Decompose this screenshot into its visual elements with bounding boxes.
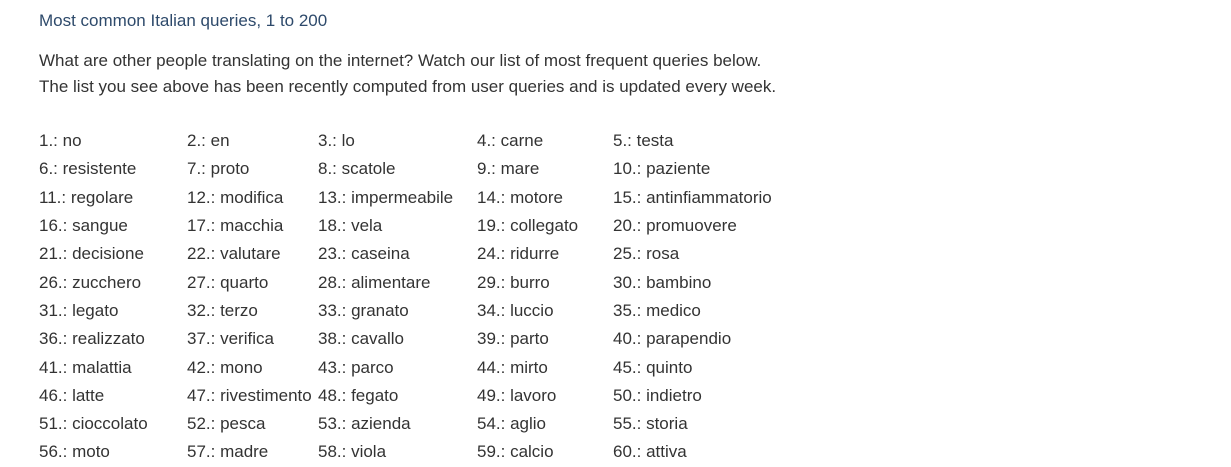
query-cell: 2.: en bbox=[187, 131, 230, 151]
page-heading: Most common Italian queries, 1 to 200 bbox=[39, 11, 328, 30]
query-cell: 33.: granato bbox=[318, 300, 409, 320]
query-cell: 44.: mirto bbox=[477, 357, 548, 377]
query-cell: 58.: viola bbox=[318, 442, 387, 462]
intro-line-2: The list you see above has been recently… bbox=[39, 77, 777, 96]
query-cell: 30.: bambino bbox=[613, 272, 712, 292]
query-cell: 37.: verifica bbox=[187, 329, 274, 349]
query-cell: 31.: legato bbox=[39, 300, 119, 320]
table-row: 6.: resistente 7.: proto 8.: scatole 9.:… bbox=[37, 155, 813, 183]
query-cell: 4.: carne bbox=[477, 131, 544, 151]
table-row: 56.: moto 57.: madre 58.: viola 59.: cal… bbox=[37, 438, 813, 466]
table-row: 51.: cioccolato 52.: pesca 53.: azienda … bbox=[37, 410, 813, 438]
query-cell: 11.: regolare bbox=[39, 187, 134, 207]
query-cell: 32.: terzo bbox=[187, 300, 258, 320]
query-cell: 10.: paziente bbox=[613, 159, 711, 179]
table-row: 26.: zucchero 27.: quarto 28.: alimentar… bbox=[37, 268, 813, 296]
query-cell: 43.: parco bbox=[318, 357, 394, 377]
query-cell: 36.: realizzato bbox=[39, 329, 145, 349]
query-cell: 46.: latte bbox=[39, 385, 105, 405]
query-cell: 55.: storia bbox=[613, 414, 688, 434]
table-row: 11.: regolare 12.: modifica 13.: imperme… bbox=[37, 184, 813, 212]
query-cell: 42.: mono bbox=[187, 357, 263, 377]
query-cell: 1.: no bbox=[39, 131, 82, 151]
query-cell: 13.: impermeabile bbox=[318, 187, 454, 207]
query-cell: 12.: modifica bbox=[187, 187, 284, 207]
query-cell: 45.: quinto bbox=[613, 357, 693, 377]
query-cell: 51.: cioccolato bbox=[39, 414, 148, 434]
table-row: 46.: latte 47.: rivestimento 48.: fegato… bbox=[37, 382, 813, 410]
query-cell: 56.: moto bbox=[39, 442, 110, 462]
table-row: 31.: legato 32.: terzo 33.: granato 34.:… bbox=[37, 297, 813, 325]
query-cell: 7.: proto bbox=[187, 159, 250, 179]
query-cell: 16.: sangue bbox=[39, 216, 128, 236]
query-cell: 34.: luccio bbox=[477, 300, 554, 320]
query-cell: 17.: macchia bbox=[187, 216, 284, 236]
table-row: 41.: malattia 42.: mono 43.: parco 44.: … bbox=[37, 353, 813, 381]
query-cell: 48.: fegato bbox=[318, 385, 399, 405]
query-cell: 18.: vela bbox=[318, 216, 383, 236]
query-cell: 35.: medico bbox=[613, 300, 701, 320]
query-cell: 15.: antinfiammatorio bbox=[613, 187, 772, 207]
query-cell: 52.: pesca bbox=[187, 414, 266, 434]
query-cell: 39.: parto bbox=[477, 329, 549, 349]
query-cell: 41.: malattia bbox=[39, 357, 132, 377]
query-cell: 8.: scatole bbox=[318, 159, 396, 179]
query-cell: 24.: ridurre bbox=[477, 244, 560, 264]
query-cell: 57.: madre bbox=[187, 442, 269, 462]
query-cell: 22.: valutare bbox=[187, 244, 281, 264]
query-cell: 28.: alimentare bbox=[318, 272, 431, 292]
query-cell: 54.: aglio bbox=[477, 414, 546, 434]
intro-text: What are other people translating on the… bbox=[39, 48, 776, 100]
query-cell: 14.: motore bbox=[477, 187, 563, 207]
query-cell: 6.: resistente bbox=[39, 159, 137, 179]
table-row: 1.: no 2.: en 3.: lo 4.: carne 5.: testa bbox=[37, 127, 813, 155]
query-cell: 38.: cavallo bbox=[318, 329, 404, 349]
query-cell: 9.: mare bbox=[477, 159, 540, 179]
query-cell: 25.: rosa bbox=[613, 244, 680, 264]
query-cell: 3.: lo bbox=[318, 131, 355, 151]
query-cell: 40.: parapendio bbox=[613, 329, 732, 349]
query-cell: 29.: burro bbox=[477, 272, 550, 292]
query-cell: 47.: rivestimento bbox=[187, 385, 312, 405]
table-row: 21.: decisione 22.: valutare 23.: casein… bbox=[37, 240, 813, 268]
intro-line-1: What are other people translating on the… bbox=[39, 51, 762, 70]
query-cell: 49.: lavoro bbox=[477, 385, 557, 405]
query-cell: 27.: quarto bbox=[187, 272, 269, 292]
query-cell: 59.: calcio bbox=[477, 442, 554, 462]
query-cell: 19.: collegato bbox=[477, 216, 579, 236]
query-cell: 21.: decisione bbox=[39, 244, 144, 264]
query-cell: 26.: zucchero bbox=[39, 272, 142, 292]
table-row: 36.: realizzato 37.: verifica 38.: caval… bbox=[37, 325, 813, 353]
query-cell: 53.: azienda bbox=[318, 414, 411, 434]
query-cell: 20.: promuovere bbox=[613, 216, 737, 236]
queries-table: 1.: no 2.: en 3.: lo 4.: carne 5.: testa… bbox=[37, 127, 813, 467]
query-cell: 50.: indietro bbox=[613, 385, 702, 405]
query-cell: 5.: testa bbox=[613, 131, 674, 151]
query-cell: 60.: attiva bbox=[613, 442, 687, 462]
table-row: 16.: sangue 17.: macchia 18.: vela 19.: … bbox=[37, 212, 813, 240]
query-cell: 23.: caseina bbox=[318, 244, 410, 264]
